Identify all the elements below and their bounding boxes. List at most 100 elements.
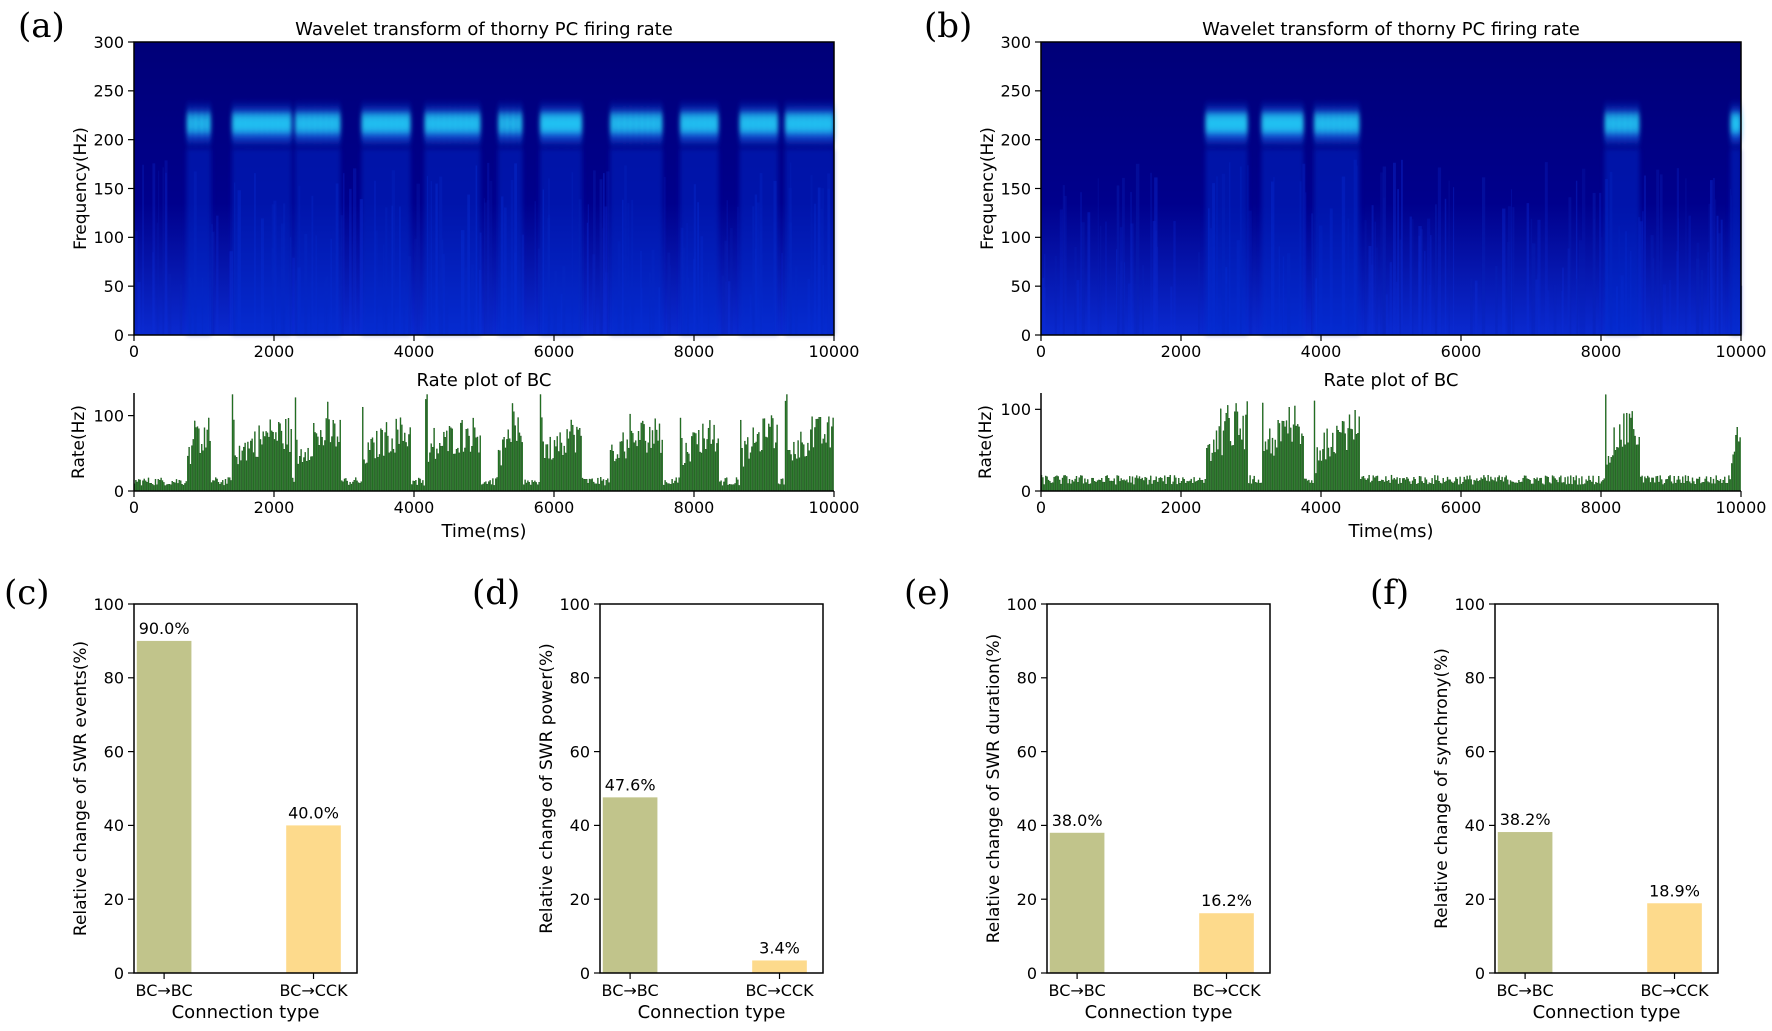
spectrogram-streak [1592, 192, 1596, 335]
rate-bar [623, 451, 626, 492]
y-axis-label: Relative change of SWR power(%) [537, 643, 557, 934]
event-burst-core [785, 112, 790, 135]
rate-bar [1085, 482, 1087, 492]
rate-bar [1649, 482, 1652, 492]
rate-bar [1703, 482, 1705, 492]
rate-bar [1710, 477, 1712, 492]
spectrogram-streak [1576, 278, 1579, 335]
rate-bar [696, 444, 698, 492]
rate-bar [1371, 480, 1373, 492]
spectrogram-streak [1429, 284, 1431, 335]
rate-bar [544, 458, 546, 492]
rate-bar [350, 483, 353, 492]
rate-bar [499, 450, 501, 492]
rate-bar [1598, 476, 1600, 492]
rate-bar [1164, 475, 1166, 492]
event-column [186, 149, 211, 335]
rate-bar [685, 442, 687, 492]
rate-bar [287, 418, 290, 492]
spectrogram-streak [586, 222, 588, 335]
event-burst-core [505, 112, 510, 135]
rate-bar [804, 456, 806, 492]
rate-bar [444, 437, 446, 492]
event-burst-core [796, 112, 801, 135]
rate-bar [574, 452, 577, 492]
rate-bar [1120, 478, 1122, 492]
rate-bar [759, 451, 761, 492]
rate-bar [1396, 477, 1398, 492]
rate-bar [1592, 475, 1594, 492]
event-burst-core [1206, 112, 1211, 135]
spectrogram-streak [1642, 211, 1644, 335]
event-burst-core [367, 112, 372, 135]
y-tick-label: 60 [1017, 742, 1037, 761]
x-tick-label: 4000 [394, 342, 435, 361]
rate-bar [1532, 483, 1534, 492]
spectrogram-streak [1130, 223, 1134, 335]
rate-bar [453, 453, 455, 492]
rate-bar [1109, 480, 1111, 492]
rate-bar [573, 434, 575, 492]
spectrogram-streak [721, 275, 725, 335]
rate-bar [220, 482, 222, 492]
rate-bar [782, 478, 784, 492]
rate-bar [1096, 480, 1099, 492]
event-burst-core [1221, 112, 1226, 135]
spectrogram-streak [1134, 283, 1137, 335]
rate-bar [1413, 477, 1415, 492]
spectrogram-streak [1720, 219, 1723, 335]
rate-bar [1381, 479, 1383, 492]
event-burst-core [751, 112, 756, 135]
bar-value-label: 90.0% [139, 619, 190, 638]
rate-bar [373, 442, 375, 492]
rate-bar [1236, 411, 1239, 492]
rate-bar [1416, 483, 1418, 492]
rate-bar [614, 461, 616, 492]
x-tick-label: BC→CCK [1640, 981, 1709, 1000]
rate-bar [1609, 462, 1611, 492]
rate-bar [1700, 483, 1702, 492]
rate-bar [234, 455, 236, 492]
event-burst-core [1272, 112, 1277, 135]
rate-bar [1199, 477, 1201, 492]
rate-bar [831, 426, 833, 492]
rate-bar [538, 482, 540, 492]
rate-bar [744, 440, 746, 492]
rate-bar [535, 482, 537, 492]
rate-bar [1260, 482, 1262, 492]
rate-bar [1299, 444, 1302, 492]
rate-bar [1574, 480, 1576, 492]
y-tick-label: 100 [1000, 228, 1031, 247]
rate-bar [579, 428, 581, 492]
spectrogram-streak [1659, 261, 1662, 335]
rate-bar [766, 437, 768, 492]
rate-bar [754, 442, 756, 492]
rate-bar [1690, 483, 1692, 492]
rate-bar [1200, 480, 1202, 492]
rate-bar [178, 479, 180, 492]
rate-bar [210, 482, 213, 492]
rate-bar [1456, 478, 1458, 492]
rate-bar [1516, 482, 1519, 492]
spectrogram-streak [342, 173, 345, 335]
x-tick-label: 2000 [1161, 342, 1202, 361]
x-tick-label: BC→CCK [279, 981, 348, 1000]
x-tick-label: 6000 [1441, 498, 1482, 517]
rate-bar [733, 484, 735, 492]
rate-bar [587, 483, 589, 492]
spectrogram-streak [340, 215, 344, 335]
rate-bar [376, 430, 378, 492]
rate-bar [723, 481, 725, 492]
rate-bar [1334, 453, 1337, 492]
rate-bar [1595, 481, 1597, 492]
spectrogram-streak [1709, 180, 1713, 335]
rate-bar [1487, 475, 1489, 492]
rate-bar [398, 443, 400, 492]
rate-bar [1089, 483, 1092, 492]
rate-bar [1084, 478, 1086, 492]
rate-bar [586, 478, 588, 492]
rate-bar [1186, 480, 1188, 492]
rate-bar [1717, 480, 1719, 492]
spectrogram-streak [1390, 262, 1392, 335]
rate-bar [1556, 479, 1558, 492]
